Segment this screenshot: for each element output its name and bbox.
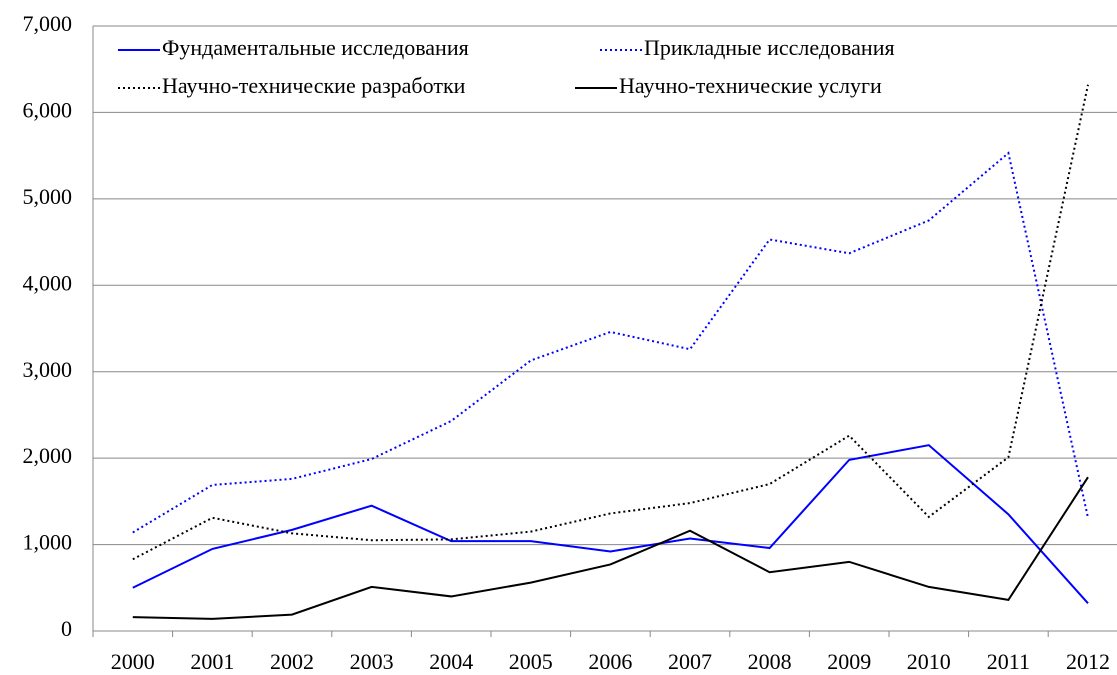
y-tick-label: 2,000 xyxy=(23,443,73,468)
series-line xyxy=(132,444,1089,605)
y-tick-label: 1,000 xyxy=(23,530,73,555)
x-tick-label: 2006 xyxy=(588,649,632,674)
legend-label: Фундаментальные исследования xyxy=(162,35,469,60)
x-tick-label: 2011 xyxy=(987,649,1030,674)
x-tick-label: 2000 xyxy=(111,649,155,674)
legend-label: Научно-технические разработки xyxy=(162,73,466,98)
series-line xyxy=(132,151,1089,534)
x-tick-label: 2012 xyxy=(1066,649,1110,674)
y-tick-label: 4,000 xyxy=(23,270,73,295)
x-tick-label: 2008 xyxy=(748,649,792,674)
x-tick-label: 2005 xyxy=(509,649,553,674)
series-line xyxy=(132,84,1089,561)
y-tick-label: 7,000 xyxy=(23,11,73,36)
legend-label: Прикладные исследования xyxy=(644,35,895,60)
x-tick-label: 2004 xyxy=(429,649,473,674)
x-tick-label: 2002 xyxy=(270,649,314,674)
y-tick-label: 6,000 xyxy=(23,97,73,122)
y-tick-label: 3,000 xyxy=(23,357,73,382)
x-tick-label: 2010 xyxy=(907,649,951,674)
legend-label: Научно-технические услуги xyxy=(619,73,882,98)
x-tick-label: 2007 xyxy=(668,649,712,674)
x-tick-label: 2003 xyxy=(350,649,394,674)
series-line xyxy=(132,476,1089,620)
y-tick-label: 0 xyxy=(61,616,72,641)
y-tick-label: 5,000 xyxy=(23,184,73,209)
x-tick-label: 2001 xyxy=(190,649,234,674)
x-tick-label: 2009 xyxy=(827,649,871,674)
